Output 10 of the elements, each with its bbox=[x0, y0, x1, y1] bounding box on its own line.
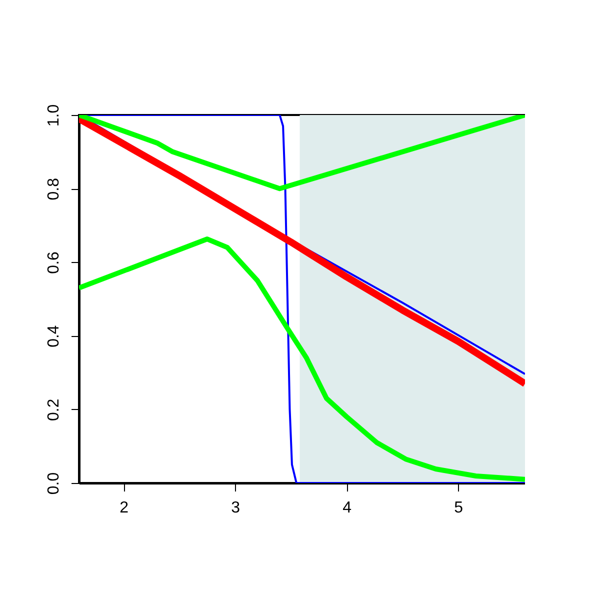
y-tick-label: 0.4 bbox=[46, 325, 62, 348]
x-tick-label: 3 bbox=[231, 500, 240, 516]
x-tick-label: 2 bbox=[120, 500, 129, 516]
y-tick-label: 1.0 bbox=[46, 104, 62, 127]
y-tick-label: 0.8 bbox=[46, 178, 62, 200]
x-tick-label: 5 bbox=[454, 500, 464, 516]
y-tick-label: 0.6 bbox=[46, 251, 62, 274]
x-tick-label: 4 bbox=[342, 500, 352, 516]
y-tick-label: 0.2 bbox=[46, 398, 62, 422]
y-tick-label: 0.0 bbox=[46, 472, 62, 495]
